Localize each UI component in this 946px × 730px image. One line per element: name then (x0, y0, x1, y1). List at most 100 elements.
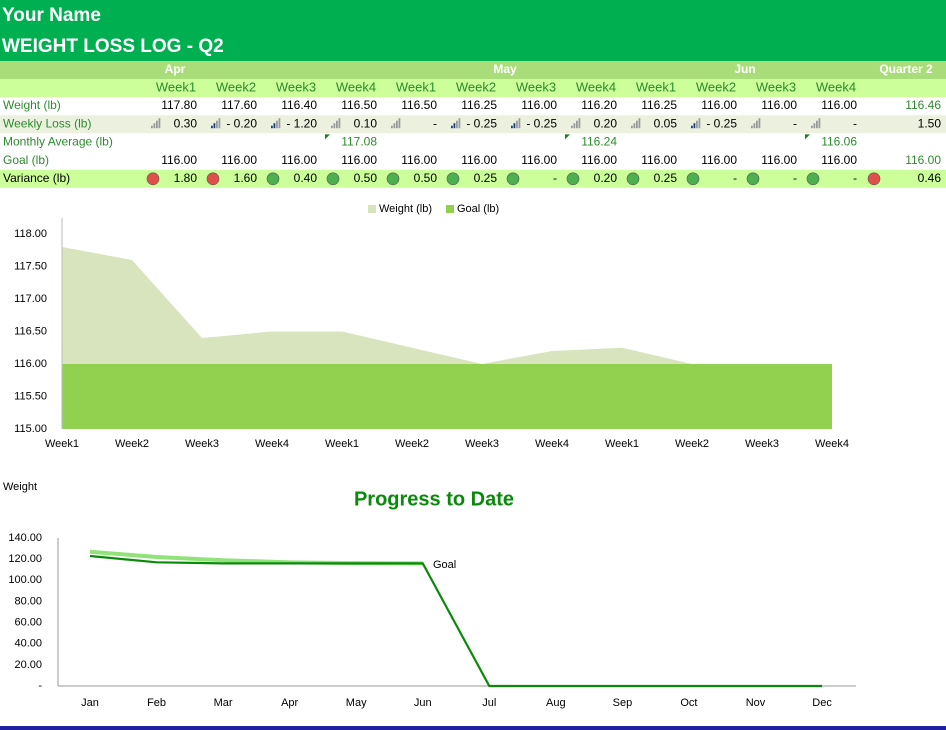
cell: 1.80 (174, 171, 198, 185)
loss-icon (813, 123, 816, 129)
cell: 116.00 (641, 153, 677, 167)
area (62, 364, 832, 429)
y-tick-label: 80.00 (14, 595, 42, 607)
loss-icon (751, 125, 753, 129)
row-label: Goal (lb) (3, 153, 49, 167)
cell: 116.25 (641, 98, 677, 112)
cell: 116.25 (461, 98, 497, 112)
cell: 0.20 (594, 116, 618, 130)
loss-icon (216, 120, 218, 129)
week-header: Week2 (456, 79, 496, 94)
week-header: Week2 (696, 79, 736, 94)
cell: 116.00 (281, 153, 317, 167)
x-tick-label: Week4 (815, 438, 849, 450)
variance-icon (686, 172, 700, 186)
x-tick-label: Oct (680, 697, 697, 709)
row-band (0, 115, 946, 134)
y-tick-label: 117.00 (14, 293, 47, 305)
cell: 116.50 (401, 98, 437, 112)
x-tick-label: Mar (214, 697, 233, 709)
cell: 116.00 (161, 153, 197, 167)
cell: 0.25 (654, 171, 678, 185)
cell: 116.00 (761, 153, 797, 167)
loss-icon (698, 118, 701, 129)
bottom-border (0, 726, 946, 730)
loss-icon (638, 118, 641, 129)
quarter-cell: 1.50 (918, 116, 942, 130)
y-tick-label: 117.50 (14, 260, 47, 272)
loss-icon (811, 125, 813, 129)
cell: 116.00 (221, 153, 257, 167)
x-tick-label: Week1 (45, 438, 79, 450)
x-tick-label: Week4 (535, 438, 569, 450)
loss-icon (693, 123, 696, 129)
quarter-cell: 116.00 (905, 153, 941, 167)
month-band (0, 61, 946, 79)
week-header: Week4 (816, 79, 856, 94)
cell: - (853, 171, 857, 185)
cell: 116.24 (581, 135, 617, 149)
cell: 0.20 (594, 171, 618, 185)
month-header: Jun (734, 62, 755, 76)
x-tick-label: Jan (81, 697, 99, 709)
x-tick-label: May (346, 697, 367, 709)
cell: - 0.20 (226, 116, 257, 130)
loss-icon (338, 118, 341, 129)
cell: 116.00 (581, 153, 617, 167)
cell: - (853, 116, 857, 130)
week-header: Week2 (216, 79, 256, 94)
x-tick-label: Week4 (255, 438, 289, 450)
loss-icon (756, 120, 758, 129)
loss-icon (456, 120, 458, 129)
y-tick-label: 100.00 (8, 574, 42, 586)
cell: - (433, 116, 437, 130)
cell: 116.50 (341, 98, 377, 112)
loss-icon (398, 118, 401, 129)
cell: 116.00 (461, 153, 497, 167)
loss-icon (158, 118, 161, 129)
x-tick-label: Jun (414, 697, 432, 709)
variance-icon (566, 172, 580, 186)
cell: - (553, 171, 557, 185)
cell: - (793, 116, 797, 130)
loss-icon (573, 123, 576, 129)
loss-icon (218, 118, 221, 129)
loss-icon (451, 125, 453, 129)
loss-icon (213, 123, 216, 129)
header-band (0, 0, 946, 61)
x-tick-label: Nov (746, 697, 766, 709)
cell: 0.40 (294, 171, 318, 185)
variance-icon (386, 172, 400, 186)
row-band (0, 97, 946, 115)
cell: 116.00 (521, 153, 557, 167)
week-header: Week4 (336, 79, 376, 94)
row-band (0, 133, 946, 152)
variance-icon (266, 172, 280, 186)
y-tick-label: 20.00 (14, 659, 42, 671)
y-tick-label: 116.50 (14, 325, 47, 337)
cell: 116.00 (401, 153, 437, 167)
row-label: Weight (lb) (3, 98, 61, 112)
loss-icon (696, 120, 698, 129)
cell: 1.60 (234, 171, 258, 185)
x-tick-label: Week2 (395, 438, 429, 450)
x-tick-label: Apr (281, 697, 298, 709)
x-tick-label: Week2 (115, 438, 149, 450)
cell: 116.06 (821, 135, 857, 149)
variance-icon (626, 172, 640, 186)
month-header: Apr (165, 62, 186, 76)
x-tick-label: Week3 (185, 438, 219, 450)
loss-icon (393, 123, 396, 129)
loss-icon (518, 118, 521, 129)
cell: 116.00 (761, 98, 797, 112)
loss-icon (513, 123, 516, 129)
variance-icon (206, 172, 220, 186)
week-header: Week3 (756, 79, 796, 94)
y-tick-label: 140.00 (8, 532, 42, 544)
week-header: Week1 (156, 79, 196, 94)
y-tick-label: 115.00 (14, 423, 47, 435)
variance-icon (746, 172, 760, 186)
y-label: Weight (3, 481, 37, 493)
cell: 117.80 (161, 98, 197, 112)
